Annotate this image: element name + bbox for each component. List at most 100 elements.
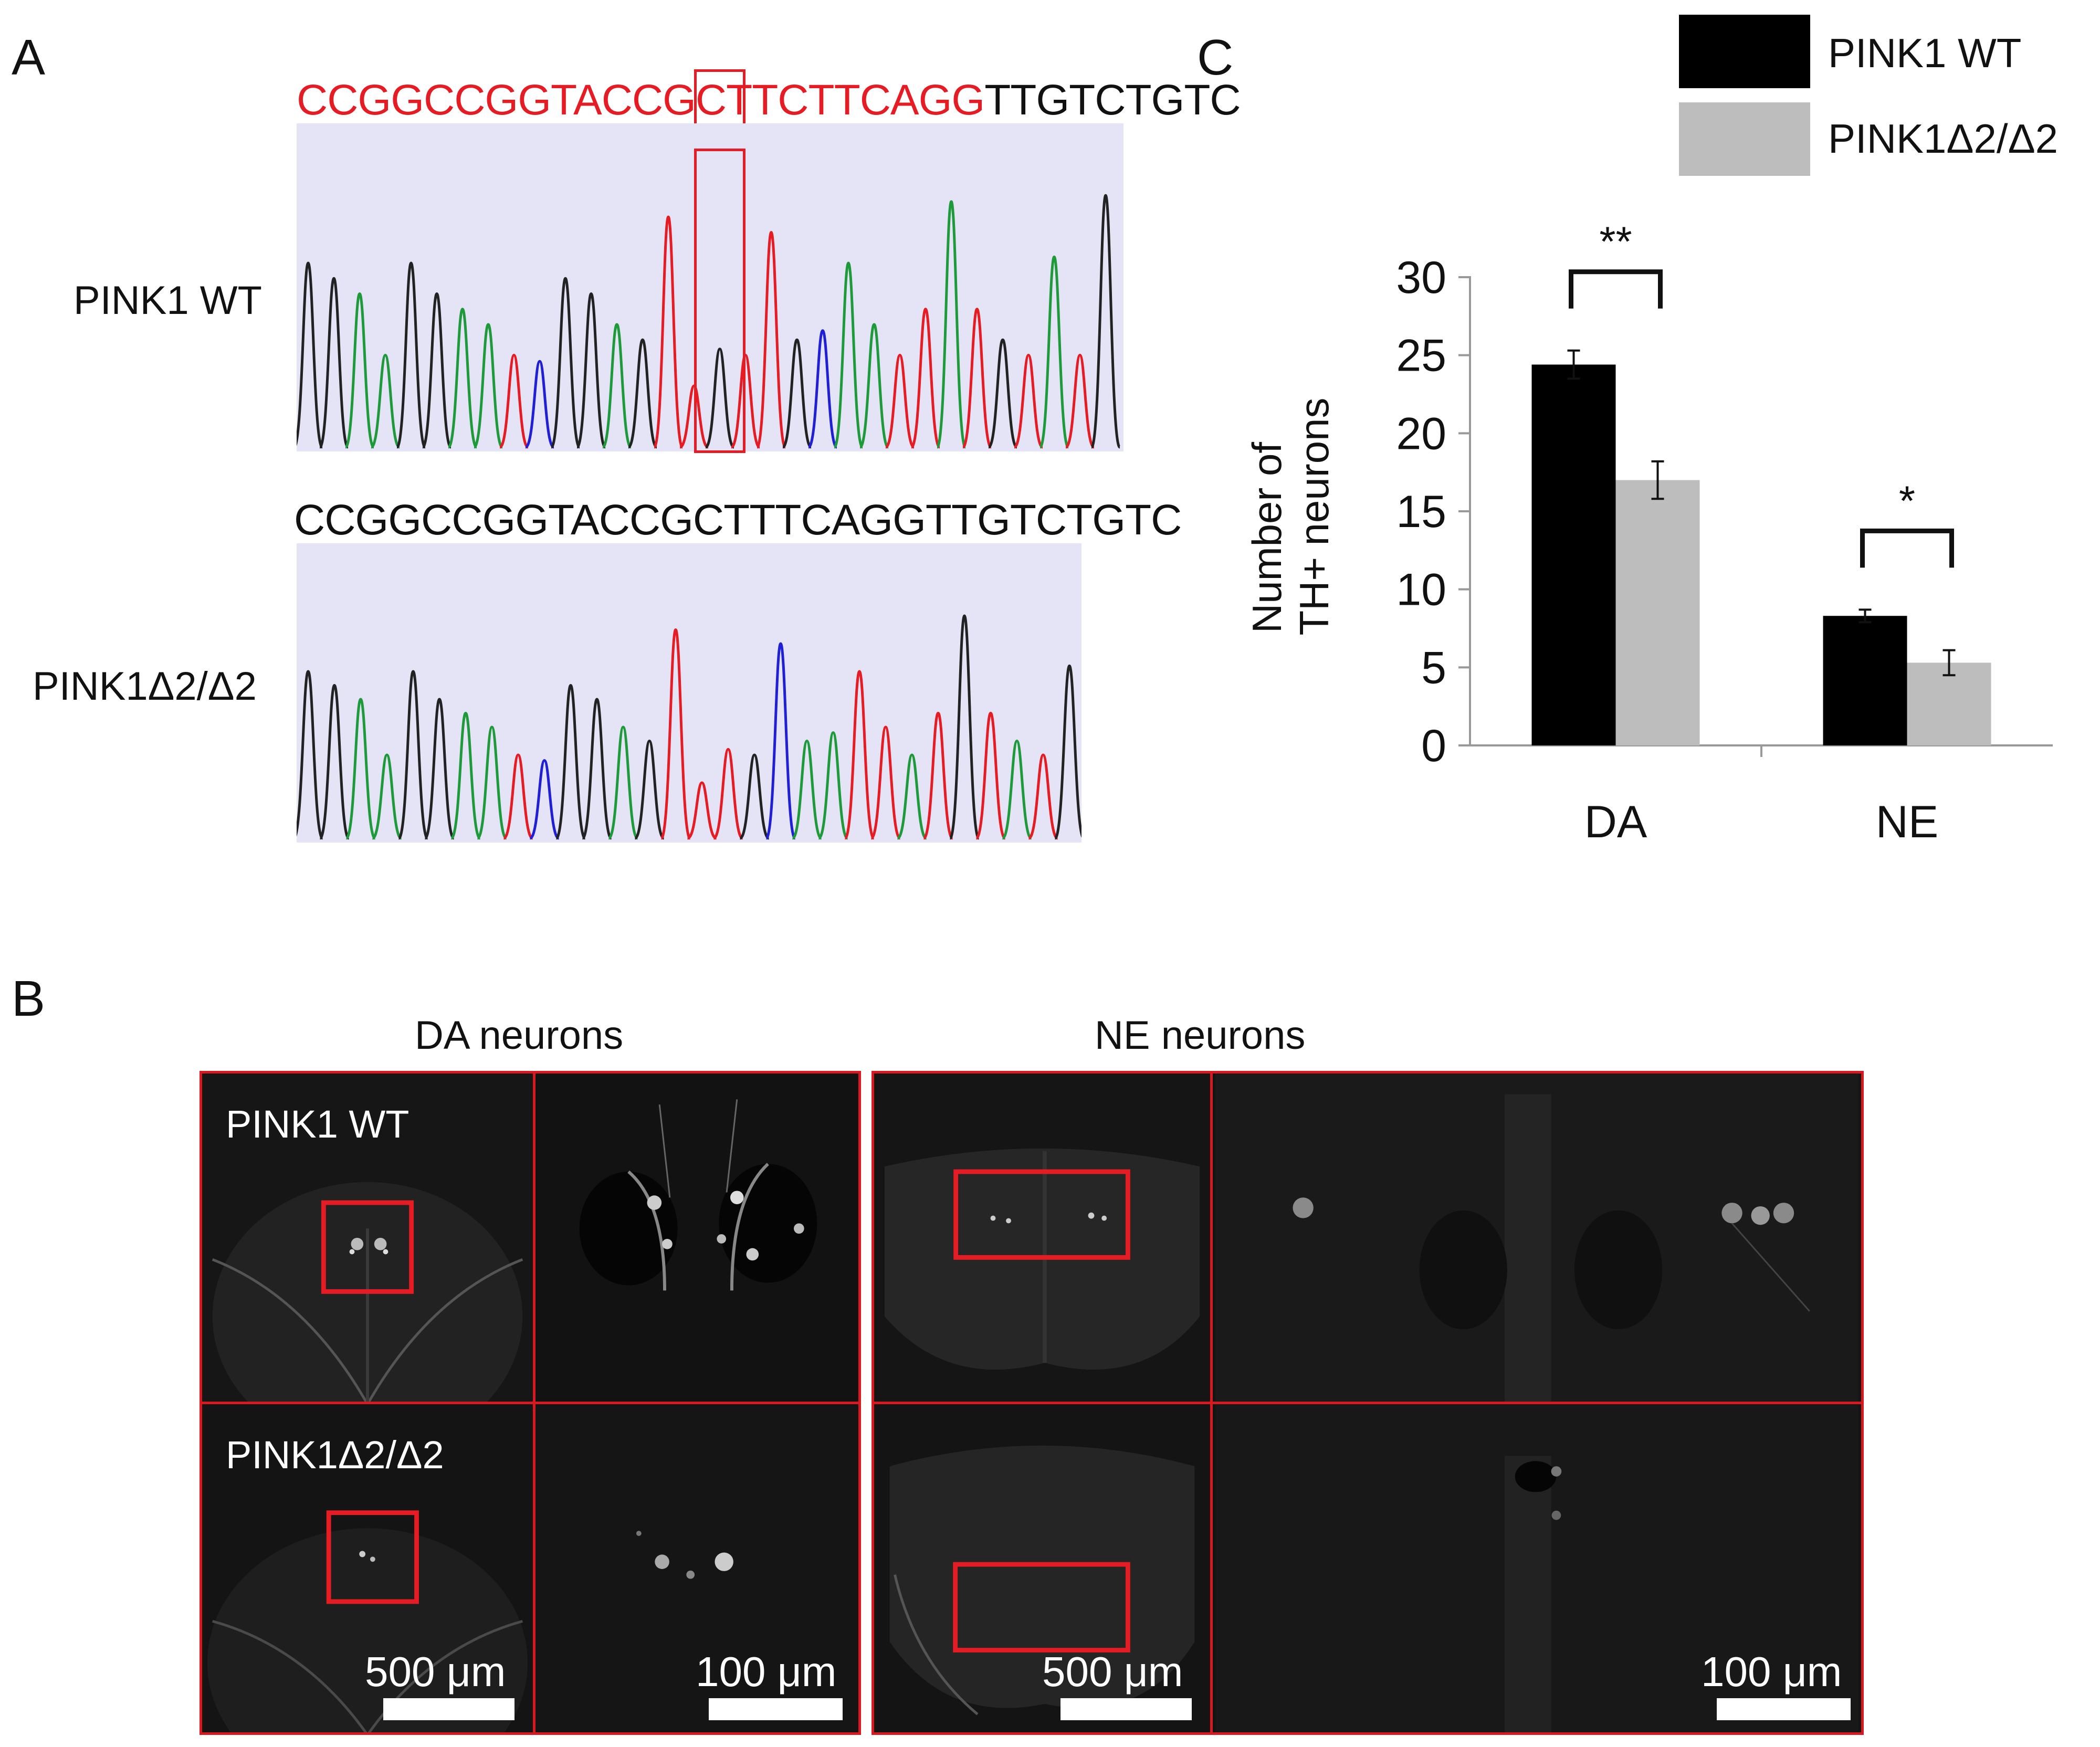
chromatogram-peak: [1013, 353, 1044, 449]
chromatogram-peak: [345, 698, 376, 840]
y-axis-label-line2: TH+ neurons: [1291, 397, 1337, 635]
legend-swatch-wt: [1679, 15, 1810, 88]
chromatogram-peak: [297, 261, 324, 449]
wt-sequence-highlight-box: [694, 69, 746, 132]
chromatogram-peak: [833, 261, 864, 449]
micrograph-ne-mut-overview: 500 μm: [872, 1402, 1213, 1735]
ne-wt-overview-image: [874, 1074, 1210, 1402]
chromatogram-peak: [781, 338, 813, 449]
ne-wt-zoom-image: [1215, 1074, 1859, 1402]
chromatogram-peak: [1054, 664, 1082, 840]
row-label-wt: PINK1 WT: [226, 1102, 410, 1146]
wt-chromatogram-traces: [297, 194, 1121, 449]
chromatogram-peak: [319, 683, 350, 840]
micrograph-da-mut-zoom: 100 μm: [533, 1402, 861, 1735]
column-heading-da: DA neurons: [415, 1013, 624, 1058]
chromatogram-peak: [765, 642, 796, 840]
chromatogram-peak: [858, 323, 890, 449]
chromatogram-peak: [936, 200, 967, 449]
chromatogram-peak: [870, 725, 901, 840]
chromatogram-peak: [687, 781, 717, 840]
chromatogram-peak: [421, 292, 453, 449]
da-mut-zoom-image: [536, 1404, 858, 1732]
chromatogram-peak: [476, 725, 508, 840]
da-mut-overview-image: [202, 1404, 533, 1732]
chromatogram-peak: [653, 215, 684, 449]
bar-ne-mut: [1907, 662, 1991, 745]
ne-mut-zoom-image: [1215, 1404, 1859, 1732]
chromatogram-peak: [395, 261, 427, 449]
chromatogram-peak: [1065, 353, 1095, 449]
column-heading-ne: NE neurons: [1095, 1013, 1306, 1058]
chromatogram-peak: [575, 292, 607, 449]
chromatogram-peak: [318, 277, 350, 449]
chromatogram-peak: [524, 360, 555, 449]
wt-sequence-black: TTGTCTGTC: [984, 76, 1241, 124]
chromatogram-peak: [730, 353, 761, 449]
chromatogram-peak: [844, 670, 875, 840]
scalebar-label-ne-overview: 500 μm: [1042, 1648, 1183, 1695]
chromatogram-peak: [713, 748, 743, 840]
x-category-label: NE: [1876, 797, 1938, 847]
mut-sequence: CCGGCCGGTACCGCTTTCAGGTTGTCTGTC: [294, 496, 1182, 544]
chromatogram-peak: [424, 698, 455, 840]
chromatogram-peak: [297, 670, 324, 840]
y-tick-label: 20: [1396, 408, 1446, 459]
scalebar-da-zoom: [709, 1698, 843, 1720]
y-tick-label: 5: [1421, 643, 1446, 693]
chromatogram-peak: [397, 670, 429, 840]
chromatogram-peak: [885, 353, 915, 449]
chromatogram-peak: [634, 739, 665, 840]
significance-bracket: [1860, 528, 1954, 568]
chromatogram-peak: [503, 753, 533, 840]
scalebar-ne-zoom: [1717, 1698, 1851, 1720]
wt-chromatogram: [297, 123, 1124, 451]
scalebar-da-overview: [383, 1698, 514, 1720]
bar-ne-wt: [1823, 616, 1907, 745]
legend-label-mut: PINK1Δ2/Δ2: [1828, 115, 2059, 162]
micrograph-ne-mut-zoom: 100 μm: [1210, 1402, 1864, 1735]
significance-bracket: [1569, 269, 1663, 309]
chromatogram-peak: [739, 753, 770, 840]
chromatogram-peak: [807, 329, 838, 449]
y-tick-label: 0: [1421, 721, 1446, 771]
scalebar-label-da-zoom: 100 μm: [696, 1648, 837, 1695]
chromatogram-peak: [961, 308, 993, 449]
chromatogram-peak: [607, 725, 639, 840]
scalebar-label-ne-zoom: 100 μm: [1701, 1648, 1842, 1695]
x-category-label: DA: [1584, 797, 1647, 847]
chromatogram-peak: [922, 711, 954, 840]
chromatogram-peak: [1001, 739, 1033, 840]
y-tick-label: 15: [1396, 487, 1446, 537]
chromatogram-peak: [660, 628, 691, 840]
significance-marker: **: [1599, 218, 1632, 265]
chromatogram-peak: [472, 323, 504, 449]
chromatogram-peak: [755, 230, 787, 449]
y-tick-label: 25: [1396, 331, 1446, 381]
scalebar-ne-overview: [1060, 1698, 1192, 1720]
wt-sequence: CCGGCCGGTACCGCTTCTTCAGGTTGTCTGTC: [297, 79, 1241, 122]
chromatogram-peak: [817, 731, 849, 840]
bar-da-wt: [1531, 364, 1616, 745]
micrograph-da-wt-zoom: [533, 1071, 861, 1404]
chromatogram-peak: [344, 292, 375, 449]
chromatogram-peak: [627, 338, 658, 449]
chromatogram-peak: [987, 338, 1018, 449]
chromatogram-peak: [1090, 194, 1121, 449]
micrograph-da-mut-overview: PINK1Δ2/Δ2 500 μm: [200, 1402, 536, 1735]
wt-trace-highlight-box: [694, 149, 746, 453]
chromatogram-peak: [601, 323, 633, 449]
y-axis-label-line1: Number of: [1244, 442, 1290, 633]
chromatogram-peak: [791, 739, 823, 840]
chromatogram-peak: [529, 759, 560, 840]
ne-mut-overview-image: [874, 1404, 1210, 1732]
mut-chromatogram: [297, 543, 1082, 843]
chromatogram-peak: [581, 698, 613, 840]
chromatogram-peak: [704, 348, 736, 449]
chromatogram-peak: [897, 753, 927, 840]
mut-trace-label: PINK1Δ2/Δ2: [33, 664, 257, 709]
chromatogram-peak: [370, 353, 401, 449]
legend-label-wt: PINK1 WT: [1828, 30, 2022, 76]
micrograph-ne-wt-overview: [872, 1071, 1213, 1404]
scalebar-label-da-overview: 500 μm: [365, 1648, 506, 1695]
